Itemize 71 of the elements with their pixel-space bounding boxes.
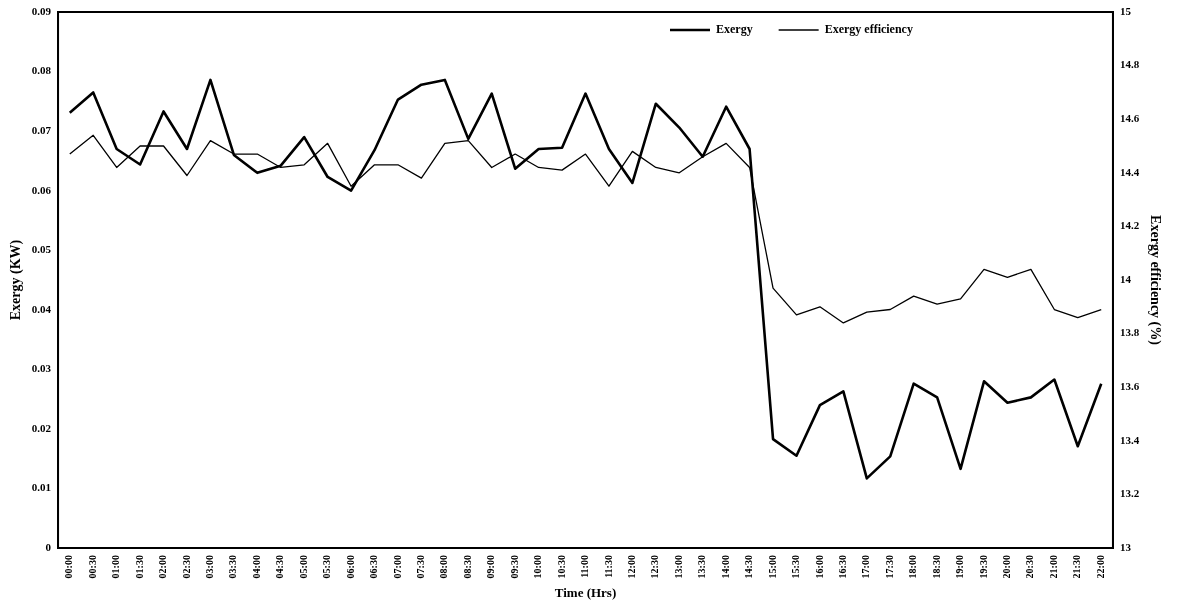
x-tick-label: 01:30 [133,555,145,579]
x-tick-label: 00:00 [63,555,75,579]
x-tick-label: 17:30 [883,555,895,579]
y2-tick-label: 15 [1119,4,1132,17]
x-tick-label: 08:30 [461,555,473,579]
x-tick-label: 18:30 [930,555,942,579]
x-tick-label: 20:00 [1001,555,1013,579]
x-tick-label: 11:00 [579,555,591,578]
x-tick-label: 15:30 [790,555,802,579]
x-tick-label: 02:00 [157,555,169,579]
y-tick-label: 0.01 [31,481,52,494]
x-tick-label: 14:30 [743,555,755,579]
x-tick-label: 05:30 [321,555,333,579]
y2-axis-title: Exergy efficiency (%) [1146,215,1163,346]
x-tick-label: 16:30 [836,555,848,579]
x-tick-label: 03:30 [227,555,239,579]
x-tick-label: 06:30 [368,555,380,579]
y2-tick-label: 14.2 [1119,219,1140,232]
x-tick-label: 12:30 [649,555,661,579]
x-tick-label: 14:00 [719,555,731,579]
x-tick-label: 15:00 [766,555,778,579]
x-tick-label: 17:00 [860,555,872,579]
y2-tick-label: 13.4 [1119,433,1140,446]
x-tick-label: 01:00 [110,555,122,579]
x-tick-label: 11:30 [602,555,614,578]
y-tick-label: 0.02 [31,421,52,434]
x-tick-label: 05:00 [297,555,309,579]
x-tick-label: 13:30 [696,555,708,579]
x-tick-label: 10:00 [532,555,544,579]
y2-tick-label: 13 [1119,540,1132,553]
x-tick-label: 21:00 [1047,555,1059,579]
y2-tick-label: 14.6 [1119,112,1140,125]
y2-tick-label: 13.8 [1119,326,1140,339]
x-tick-label: 07:30 [414,555,426,579]
y2-tick-label: 14.4 [1119,165,1140,178]
x-tick-label: 02:30 [180,555,192,579]
y-tick-label: 0.03 [31,362,52,375]
x-tick-label: 00:30 [86,555,98,579]
x-tick-label: 09:00 [485,555,497,579]
x-tick-label: 03:00 [204,555,215,579]
y2-tick-label: 13.2 [1119,487,1140,500]
x-tick-label: 19:30 [977,555,989,579]
x-tick-label: 10:30 [555,555,567,579]
y2-tick-label: 13.6 [1119,380,1140,393]
x-tick-label: 07:00 [391,555,403,579]
y-tick-label: 0.07 [31,123,52,136]
x-tick-label: 16:00 [813,555,825,579]
x-tick-label: 21:30 [1071,555,1083,579]
x-tick-label: 08:00 [438,555,450,579]
x-tick-label: 12:00 [625,555,637,579]
x-tick-label: 18:00 [907,555,919,579]
legend-label: Exergy [716,22,753,37]
y-tick-label: 0.04 [31,302,52,315]
y-tick-label: 0.05 [31,243,52,256]
y2-tick-label: 14 [1119,272,1132,285]
y-tick-label: 0 [45,540,52,553]
x-tick-label: 04:30 [274,555,286,579]
x-tick-label: 22:00 [1094,555,1106,579]
x-tick-label: 06:00 [344,555,356,579]
y-axis-title: Exergy (KW) [8,239,25,321]
y2-tick-label: 14.8 [1119,58,1140,71]
y-tick-label: 0.08 [31,64,52,77]
x-tick-label: 13:00 [672,555,684,579]
y-tick-label: 0.09 [31,4,52,17]
x-tick-label: 04:00 [250,555,262,579]
y-tick-label: 0.06 [31,183,52,196]
legend-label: Exergy efficiency [824,22,913,37]
x-axis-title: Time (Hrs) [554,584,617,600]
x-tick-label: 19:00 [954,555,966,579]
x-tick-label: 09:30 [508,555,520,579]
x-tick-label: 20:30 [1024,555,1036,579]
